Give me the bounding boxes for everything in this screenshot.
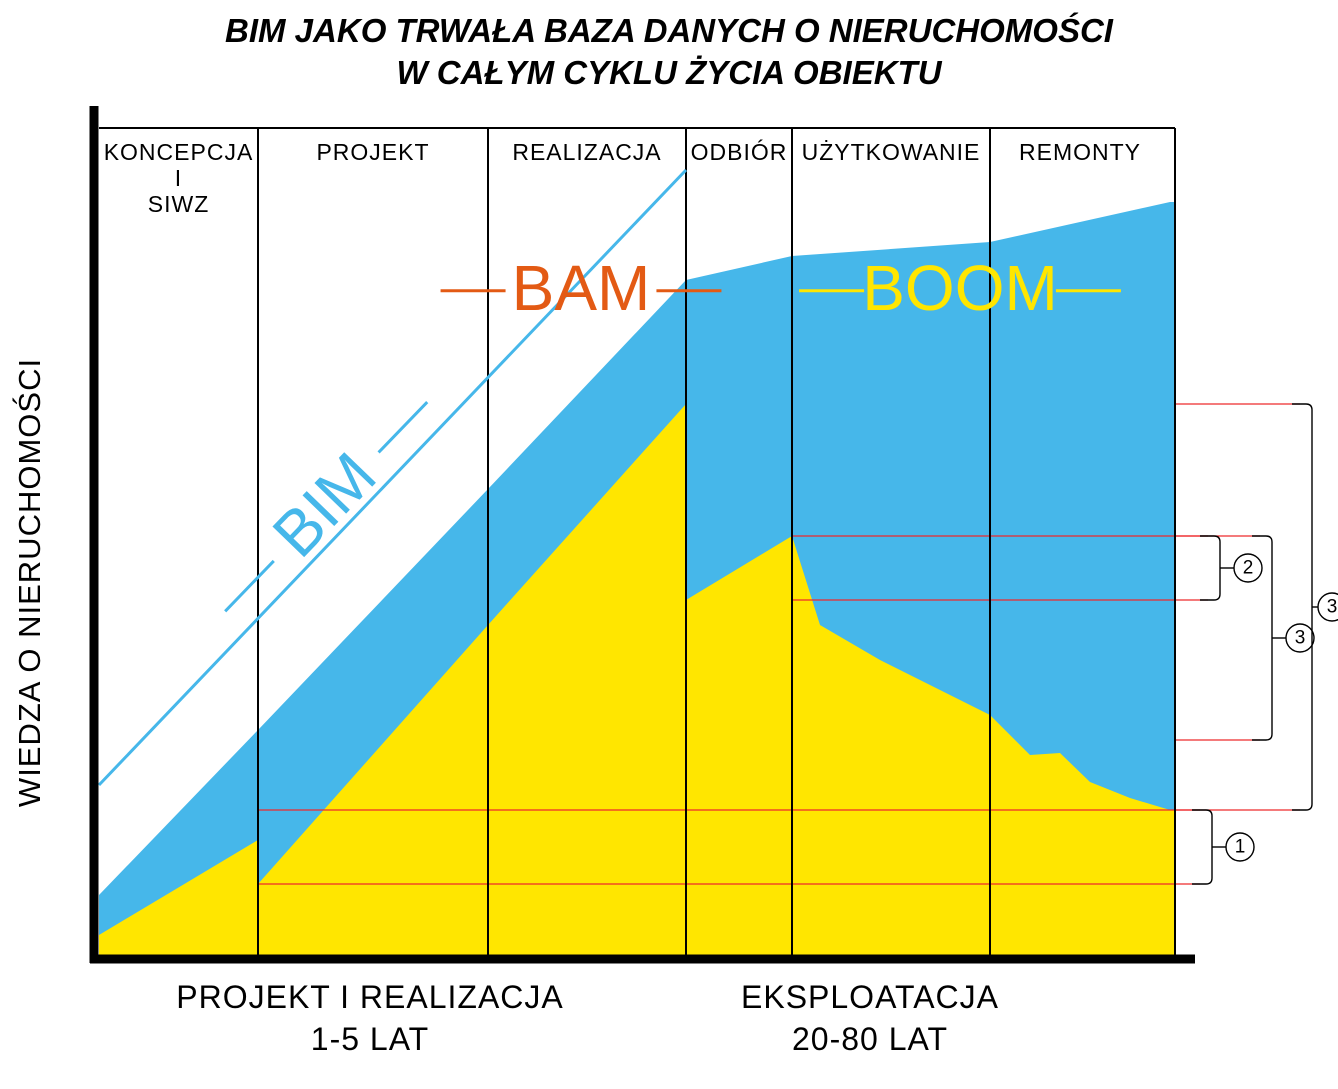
- boom-label-text: BOOM: [862, 252, 1058, 324]
- phase-label-4-0: UŻYTKOWANIE: [802, 139, 981, 165]
- bracket-number-b1: 1: [1235, 837, 1246, 858]
- phase-label-2-0: REALIZACJA: [512, 139, 661, 165]
- bracket-b1: [1192, 810, 1212, 884]
- bim-label-text: BIM: [259, 439, 390, 571]
- bracket-number-b3b: 3: [1327, 597, 1338, 618]
- phase-label-3-0: ODBIÓR: [691, 139, 788, 165]
- phase-label-0-1: I: [175, 165, 182, 191]
- bim-dash-left: [225, 561, 274, 611]
- diagram-svg: BIM JAKO TRWAŁA BAZA DANYCH O NIERUCHOMO…: [0, 0, 1338, 1089]
- bracket-b2: [1200, 536, 1220, 600]
- bracket-b3b: [1292, 404, 1312, 810]
- bottom-label-1-line2: 20-80 LAT: [792, 1021, 948, 1057]
- bottom-label-0-line1: PROJEKT I REALIZACJA: [176, 979, 564, 1015]
- title-line-2: W CAŁYM CYKLU ŻYCIA OBIEKTU: [396, 54, 942, 91]
- bracket-number-b2: 2: [1243, 558, 1254, 579]
- bam-label-text: BAM: [512, 252, 651, 324]
- phase-label-0-2: SIWZ: [148, 191, 210, 217]
- y-axis-label: WIEDZA O NIERUCHOMOŚCI: [11, 358, 47, 807]
- bottom-label-1-line1: EKSPLOATACJA: [741, 979, 999, 1015]
- bottom-label-0-line2: 1-5 LAT: [311, 1021, 429, 1057]
- phase-label-1-0: PROJEKT: [316, 139, 429, 165]
- diagram-stage: BIM JAKO TRWAŁA BAZA DANYCH O NIERUCHOMO…: [0, 0, 1338, 1089]
- title-line-1: BIM JAKO TRWAŁA BAZA DANYCH O NIERUCHOMO…: [225, 12, 1114, 49]
- phase-label-0-0: KONCEPCJA: [104, 139, 254, 165]
- phase-label-5-0: REMONTY: [1019, 139, 1141, 165]
- bracket-number-b3: 3: [1295, 628, 1306, 649]
- bim-dash-right: [379, 402, 428, 452]
